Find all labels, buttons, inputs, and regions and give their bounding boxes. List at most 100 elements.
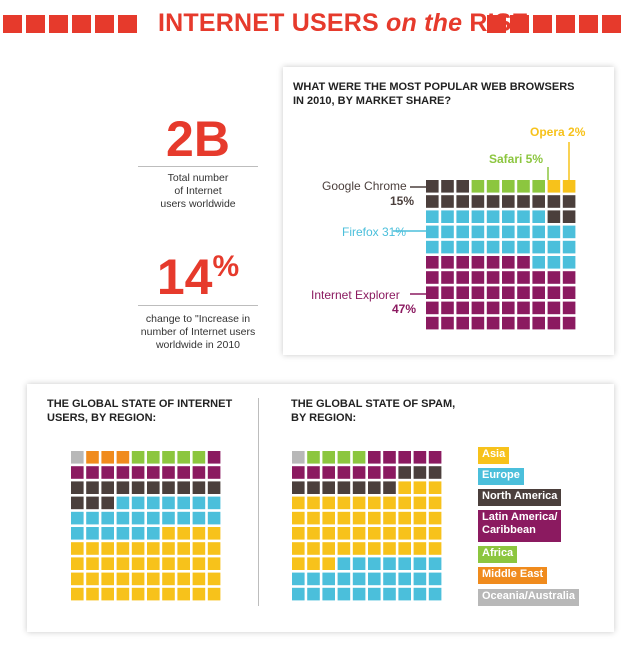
waffle-cell-firefox [517,210,530,223]
waffle-cell-internet-explorer [471,301,485,315]
waffle-cell-internet-explorer [456,301,469,315]
users-region-title: THE GLOBAL STATE OF INTERNET USERS, BY R… [47,397,247,425]
waffle-cell-asia [86,572,99,586]
header-bar [3,15,22,33]
waffle-cell-asia [71,557,84,570]
waffle-cell-europe [86,527,99,540]
waffle-cell-europe [352,572,366,586]
title-line: THE GLOBAL STATE OF INTERNET [47,398,233,410]
legend-item-middle-east: Middle East [478,567,548,584]
waffle-cell-internet-explorer [562,271,576,284]
firefox-label: Firefox 31% [342,225,407,239]
waffle-cell-google-chrome [517,195,530,208]
waffle-cell-internet-explorer [441,271,454,284]
waffle-cell-asia [428,511,442,525]
legend-label-line2: Caribbean [482,524,536,536]
waffle-cell-europe [147,496,160,510]
waffle-cell-asia [322,542,335,555]
waffle-cell-firefox [486,210,500,223]
waffle-cell-europe [307,587,320,601]
waffle-cell-oceania-australia [292,451,305,464]
header-bar [72,15,91,33]
waffle-cell-internet-explorer [517,301,530,315]
waffle-cell-asia [86,542,99,555]
waffle-cell-north-america [292,481,305,494]
waffle-cell-africa [307,451,320,464]
stat-change-rule [138,305,258,306]
waffle-cell-safari [532,180,545,193]
waffle-cell-africa [147,451,160,464]
waffle-cell-safari [471,180,485,193]
waffle-cell-asia [428,542,442,555]
waffle-cell-asia [71,542,84,555]
header-bar [49,15,68,33]
header-bar [579,15,598,33]
waffle-cell-asia [428,496,442,510]
waffle-cell-asia [322,496,335,510]
waffle-cell-europe [147,527,160,540]
waffle-cell-firefox [471,225,485,239]
waffle-cell-europe [71,511,84,525]
waffle-cell-google-chrome [456,180,469,193]
legend-label: Middle East [482,568,544,580]
title-line: BY REGION: [291,412,357,424]
waffle-cell-latin-america-caribbean [131,466,145,479]
waffle-cell-firefox [502,225,515,239]
caption-line: number of Internet users [140,326,256,338]
legend-label: Europe [482,469,520,481]
stat-change-caption: change to "Increase in number of Interne… [130,313,266,352]
waffle-cell-asia [307,542,320,555]
waffle-cell-firefox [471,210,485,223]
legend-item-asia: Asia [478,447,510,464]
stat-change-unit: % [212,250,240,283]
waffle-cell-latin-america-caribbean [337,466,351,479]
waffle-cell-north-america [383,481,396,494]
waffle-cell-asia [307,557,320,570]
header-bar [510,15,529,33]
waffle-cell-firefox [486,240,500,254]
waffle-cell-europe [428,572,442,586]
waffle-cell-latin-america-caribbean [71,466,84,479]
waffle-cell-europe [352,587,366,601]
waffle-cell-europe [398,572,411,586]
waffle-cell-internet-explorer [426,271,439,284]
waffle-cell-internet-explorer [471,256,485,269]
waffle-cell-africa [352,451,366,464]
waffle-cell-asia [383,542,396,555]
caption-line: of Internet [174,185,222,197]
waffle-cell-internet-explorer [502,316,515,330]
waffle-cell-europe [383,572,396,586]
waffle-cell-asia [292,542,305,555]
waffle-cell-firefox [441,240,454,254]
waffle-cell-middle-east [86,451,99,464]
header-bars-right [487,15,621,33]
waffle-cell-latin-america-caribbean [413,451,427,464]
waffle-cell-asia [101,542,114,555]
header-bar [487,15,506,33]
waffle-cell-internet-explorer [426,256,439,269]
waffle-cell-internet-explorer [456,256,469,269]
waffle-cell-asia [428,481,442,494]
waffle-cell-europe [398,557,411,570]
waffle-cell-safari [486,180,500,193]
waffle-cell-north-america [428,466,442,479]
waffle-cell-google-chrome [456,195,469,208]
waffle-cell-europe [116,527,130,540]
region-divider [258,398,259,606]
waffle-cell-europe [368,587,381,601]
waffle-cell-firefox [426,210,439,223]
waffle-cell-europe [383,587,396,601]
waffle-cell-safari [517,180,530,193]
waffle-cell-firefox [547,225,561,239]
waffle-cell-internet-explorer [532,271,545,284]
waffle-cell-asia [383,511,396,525]
waffle-cell-north-america [116,481,130,494]
waffle-cell-internet-explorer [471,316,485,330]
waffle-cell-asia [147,542,160,555]
waffle-cell-internet-explorer [502,271,515,284]
waffle-cell-asia [322,557,335,570]
waffle-cell-europe [192,496,206,510]
waffle-cell-asia [207,527,221,540]
waffle-cell-africa [162,451,175,464]
waffle-cell-europe [101,511,114,525]
